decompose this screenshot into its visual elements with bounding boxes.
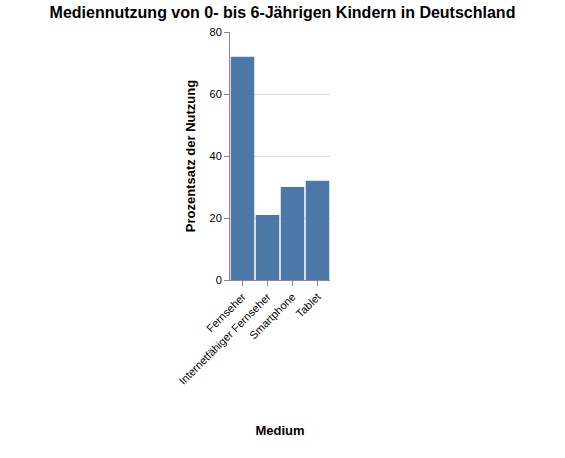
- svg-text:20: 20: [210, 212, 222, 224]
- svg-text:0: 0: [216, 274, 222, 286]
- svg-text:60: 60: [210, 88, 222, 100]
- svg-text:Fernseher: Fernseher: [204, 290, 248, 334]
- svg-text:Smartphone: Smartphone: [247, 291, 298, 342]
- svg-text:Mediennutzung von 0- bis 6-Jäh: Mediennutzung von 0- bis 6-Jährigen Kind…: [50, 4, 516, 21]
- svg-text:Prozentsatz der Nutzung: Prozentsatz der Nutzung: [183, 80, 198, 232]
- svg-text:40: 40: [210, 150, 222, 162]
- svg-text:Internetfähiger Fernseher: Internetfähiger Fernseher: [177, 290, 273, 386]
- svg-text:Medium: Medium: [255, 423, 304, 438]
- svg-text:80: 80: [210, 26, 222, 38]
- svg-text:Tablet: Tablet: [294, 291, 323, 320]
